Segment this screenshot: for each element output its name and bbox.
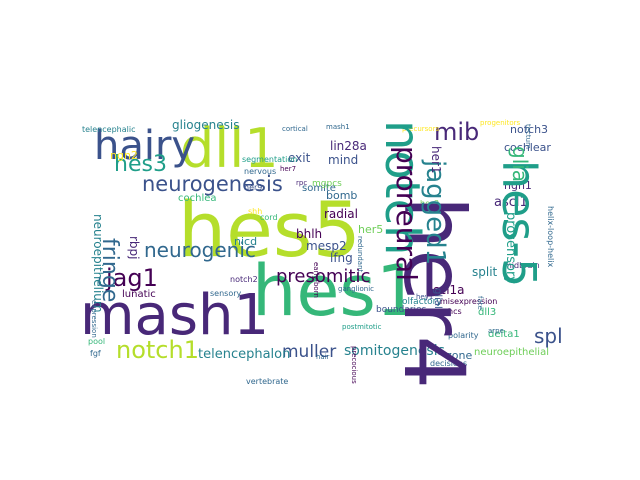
word-dll1: dll1: [180, 117, 279, 180]
word-hairy: hairy: [94, 123, 196, 169]
word-cloud: hes5 hes1 dll1 mash1 hairy hes3 neurogenesis ja…: [80, 116, 563, 389]
word-misexpression: misexpression: [440, 297, 498, 306]
word-cortical: cortical: [282, 125, 308, 133]
word-rbpj: rbpj: [127, 236, 141, 260]
word-olfactory: olfactory: [402, 297, 442, 307]
word-ganglionic: ganglionic: [338, 285, 375, 293]
word-bomb: bomb: [326, 189, 358, 202]
word-ngn2: ngn2: [110, 149, 138, 162]
word-neuroepithelial: neuroepithelial: [474, 347, 549, 358]
word-her5: her5: [358, 223, 384, 236]
word-somitogenesis: somitogenesis: [344, 343, 445, 359]
word-lfng: lfng: [330, 251, 353, 265]
word-proneural: proneural: [390, 146, 423, 281]
word-prosensory: prosensory: [503, 212, 518, 285]
word-jagged1: jagged1: [420, 160, 450, 266]
word-somite: somite: [302, 183, 336, 194]
word-expression: expression: [90, 300, 98, 338]
word-rpc: rpc: [296, 179, 308, 187]
word-neurogenic: neurogenic: [144, 238, 256, 262]
word-fate: fate: [476, 296, 484, 310]
word-cord: cord: [260, 213, 278, 222]
word-hes1: hes1: [252, 250, 421, 332]
word-ngn1: ngn1: [504, 179, 532, 192]
word-vertebrate: vertebrate: [246, 377, 289, 386]
word-her1: her1: [429, 146, 443, 174]
word-arpe: arpe: [488, 327, 504, 335]
word-hes5: hes5: [178, 185, 361, 274]
word-hey1: hey1: [416, 293, 434, 301]
word-progenitors: progenitors: [480, 119, 521, 127]
word-ascl1a: ascl1a: [426, 283, 465, 297]
word-hes3: hes3: [114, 152, 167, 177]
word-fgf: fgf: [90, 349, 101, 358]
word-precocious: precocious: [350, 346, 358, 384]
word-gliogenesis: gliogenesis: [172, 118, 240, 132]
word-notch1: notch1: [116, 336, 199, 364]
word-hair: hair: [316, 353, 330, 361]
word-pool: pool: [88, 337, 106, 346]
word-mash1: mash1: [80, 283, 270, 348]
word-midbrain: midbrain: [504, 261, 540, 270]
word-postmitotic: postmitotic: [342, 323, 382, 331]
word-dll3: dll3: [478, 307, 497, 318]
word-telencephalon: telencephalon: [198, 347, 291, 362]
word-notch2: notch2: [230, 275, 258, 284]
word-glia: glia: [508, 146, 532, 183]
word-cochlear: cochlear: [504, 141, 551, 154]
word-mash1-small: mash1: [326, 123, 350, 131]
word-mgpcs: mgpcs: [312, 179, 342, 189]
word-delta1: delta1: [488, 329, 520, 340]
word-hcs: hcs: [448, 307, 462, 316]
word-mib: mib: [434, 118, 480, 146]
word-lunatic: lunatic: [122, 289, 156, 300]
word-split: split: [472, 265, 498, 279]
word-hes2: hes2: [420, 199, 440, 208]
word-lin28a: lin28a: [330, 139, 367, 153]
word-mind: mind: [328, 153, 359, 167]
word-telencephalic: telencephalic: [82, 125, 136, 134]
word-neurogenesis: neurogenesis: [142, 172, 283, 196]
word-radial: radial: [324, 207, 358, 221]
word-segmentation: segmentation: [242, 155, 298, 164]
word-bhlh: bhlh: [296, 227, 323, 241]
word-helix-loop-helix: helix-loop-helix: [546, 206, 555, 268]
word-her9: her9: [244, 183, 263, 192]
word-nicd: nicd: [234, 235, 258, 248]
word-decisions: decisions: [430, 359, 468, 368]
word-jag1: jag1: [106, 264, 158, 292]
word-mesp2: mesp2: [306, 239, 347, 253]
word-notch3: notch3: [510, 123, 549, 136]
word-spl: spl: [534, 324, 563, 348]
word-her7: her7: [280, 165, 297, 173]
word-muller: muller: [282, 342, 337, 362]
word-presomitic: presomitic: [276, 266, 371, 287]
word-zone: zone: [446, 349, 473, 362]
word-shh: shh: [248, 207, 263, 216]
word-precursors: precursors: [402, 125, 440, 133]
word-polarity: polarity: [448, 331, 479, 340]
word-nervous: nervous: [244, 167, 277, 176]
word-ascl1: ascl1: [494, 195, 528, 210]
word-cochlea: cochlea: [178, 193, 217, 204]
word-neuroepithelium: neuroepithelium: [91, 214, 105, 313]
word-tectum: tectum: [524, 124, 532, 149]
word-sensory: sensory: [210, 289, 242, 298]
word-glial: glial: [432, 288, 443, 309]
word-redundant: redundant: [356, 236, 364, 273]
word-exit: exit: [288, 151, 311, 165]
word-early-born: early-born: [312, 262, 320, 298]
word-boundaries: boundaries: [376, 305, 427, 315]
